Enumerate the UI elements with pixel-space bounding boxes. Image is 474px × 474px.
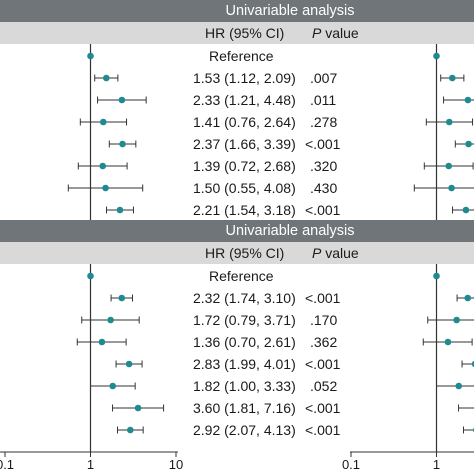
panel1-row0-hr-point-right: [433, 52, 440, 60]
panel1-title: Univariable analysis: [225, 3, 355, 19]
panel1-row4-p-value: <.001: [305, 136, 341, 152]
panel1-row1-p-value: .007: [310, 70, 338, 86]
panel1-row6-p-value: .430: [310, 180, 338, 196]
panel2-row6-hr-ci-text: 3.60 (1.81, 7.16): [193, 400, 296, 416]
panel2-title: Univariable analysis: [225, 223, 355, 239]
panel1-row1-hr-point: [102, 74, 110, 82]
panel1-row3-hr-ci-text: 1.41 (0.76, 2.64): [193, 114, 296, 130]
panel1-row5-hr-point-right: [445, 162, 453, 170]
panel2-row2-hr-point: [107, 316, 114, 324]
panel1-row7-hr-ci-text: 2.21 (1.54, 3.18): [193, 202, 296, 218]
panel2-row4-hr-ci-text: 2.83 (1.99, 4.01): [193, 356, 296, 372]
panel2-row1-p-value: <.001: [305, 290, 341, 306]
panel1-row2-hr-point: [118, 96, 126, 104]
panel1-row0-hr-ci-text: Reference: [209, 48, 274, 64]
panel1-row5-hr-point: [99, 162, 107, 170]
panel1-row3-p-value: .278: [310, 114, 338, 130]
panel1-p-letter: P: [312, 25, 322, 41]
panel1-row2-hr-point-right: [464, 96, 472, 104]
x-tick-label-0: 0.1: [0, 457, 14, 472]
panel1-header-band: Univariable analysis: [0, 0, 474, 22]
panel1-row4-hr-point: [119, 140, 126, 148]
panel1-row1-hr-point-right: [448, 74, 456, 82]
panel2-row3-hr-point-right: [444, 338, 452, 346]
panel2-row0-hr-ci-text: Reference: [209, 268, 274, 284]
panel2-row6-hr-point: [134, 404, 142, 412]
panel2-row5-hr-ci-text: 1.82 (1.00, 3.33): [193, 378, 296, 394]
panel2-p-column-label: P value: [312, 244, 359, 262]
panel1-row2-p-value: .011: [310, 92, 337, 108]
panel1-p-column-label: P value: [312, 24, 359, 42]
panel2-hr-column-label: HR (95% CI): [205, 245, 285, 261]
panel1-row3-hr-point-right: [445, 118, 453, 126]
panel1-row5-p-value: .320: [310, 158, 338, 174]
panel2-column-header: HR (95% CI) P value: [0, 242, 474, 264]
panel1-row7-hr-point: [116, 206, 124, 214]
panel1-row2-hr-ci-text: 2.33 (1.21, 4.48): [193, 92, 296, 108]
panel1-row6-hr-ci-text: 1.50 (0.55, 4.08): [193, 180, 296, 196]
right-x-tick-label-1: 1: [433, 457, 440, 472]
panel2-row4-hr-point-right: [471, 360, 474, 368]
x-tick-label-1: 1: [87, 457, 94, 472]
panel1-row0-hr-point: [87, 52, 94, 60]
panel2-row0-hr-point: [87, 272, 94, 280]
panel1-row7-p-value: <.001: [305, 202, 341, 218]
panel2-row2-p-value: .170: [310, 312, 338, 328]
panel2-row1-hr-point: [118, 294, 126, 302]
panel2-row1-hr-point-right: [464, 294, 472, 302]
panel1-column-header: HR (95% CI) P value: [0, 22, 474, 44]
panel2-row1-hr-ci-text: 2.32 (1.74, 3.10): [193, 290, 296, 306]
panel2-p-letter: P: [312, 245, 322, 261]
panel2-row2-hr-point-right: [453, 316, 460, 324]
panel2-row5-hr-point: [109, 382, 117, 390]
panel2-row4-hr-point: [125, 360, 133, 368]
panel2-row3-hr-ci-text: 1.36 (0.70, 2.61): [193, 334, 296, 350]
panel1-row3-hr-point: [99, 118, 107, 126]
panel2-row4-p-value: <.001: [305, 356, 341, 372]
panel1-row1-hr-ci-text: 1.53 (1.12, 2.09): [193, 70, 296, 86]
panel2-row5-hr-point-right: [455, 382, 463, 390]
panel2-row5-p-value: .052: [310, 378, 338, 394]
panel1-row6-hr-point-right: [448, 184, 455, 192]
right-x-tick-label-0: 0.1: [342, 457, 360, 472]
panel2-row7-hr-ci-text: 2.92 (2.07, 4.13): [193, 422, 296, 438]
panel2-row0-hr-point-right: [433, 272, 440, 280]
panel1-row6-hr-point: [102, 184, 109, 192]
panel2-header-band: Univariable analysis: [0, 220, 474, 242]
x-tick-label-2: 10: [169, 457, 183, 472]
panel1-row5-hr-ci-text: 1.39 (0.72, 2.68): [193, 158, 296, 174]
panel2-row3-p-value: .362: [310, 334, 338, 350]
panel1-row7-hr-point-right: [462, 206, 470, 214]
panel2-row2-hr-ci-text: 1.72 (0.79, 3.71): [193, 312, 296, 328]
panel2-row7-p-value: <.001: [305, 422, 341, 438]
panel1-p-rest: value: [321, 25, 359, 41]
panel2-row3-hr-point: [98, 338, 106, 346]
panel1-row4-hr-point-right: [465, 140, 472, 148]
panel1-row4-hr-ci-text: 2.37 (1.66, 3.39): [193, 136, 296, 152]
panel2-p-rest: value: [321, 245, 359, 261]
panel1-hr-column-label: HR (95% CI): [205, 25, 285, 41]
panel2-row6-p-value: <.001: [305, 400, 341, 416]
panel2-row7-hr-point: [126, 426, 134, 434]
